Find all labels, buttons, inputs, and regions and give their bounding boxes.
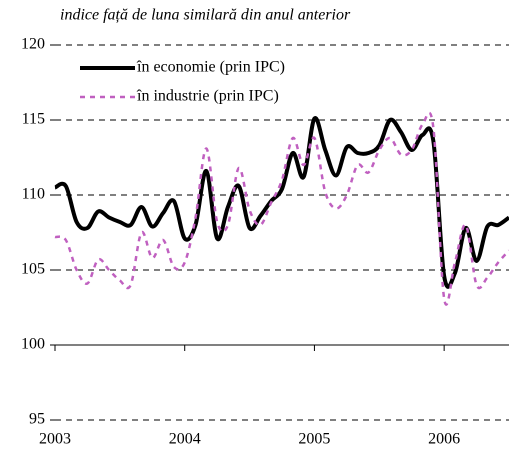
x-tick-label: 2004 <box>169 431 201 448</box>
x-tick-label: 2003 <box>39 431 71 448</box>
x-tick-label: 2005 <box>298 431 330 448</box>
legend-label: în industrie (prin IPC) <box>136 88 279 105</box>
chart-subtitle: indice față de luna similară din anul an… <box>60 7 351 24</box>
y-tick-label: 95 <box>29 411 45 428</box>
x-tick-label: 2006 <box>428 431 460 448</box>
line-series <box>54 111 509 306</box>
y-tick-label: 115 <box>22 111 45 128</box>
y-tick-label: 120 <box>21 36 45 53</box>
line-series <box>54 116 509 289</box>
legend-label: în economie (prin IPC) <box>136 59 285 76</box>
y-tick-label: 110 <box>22 186 45 203</box>
y-tick-label: 100 <box>21 336 45 353</box>
y-tick-label: 105 <box>21 261 45 278</box>
